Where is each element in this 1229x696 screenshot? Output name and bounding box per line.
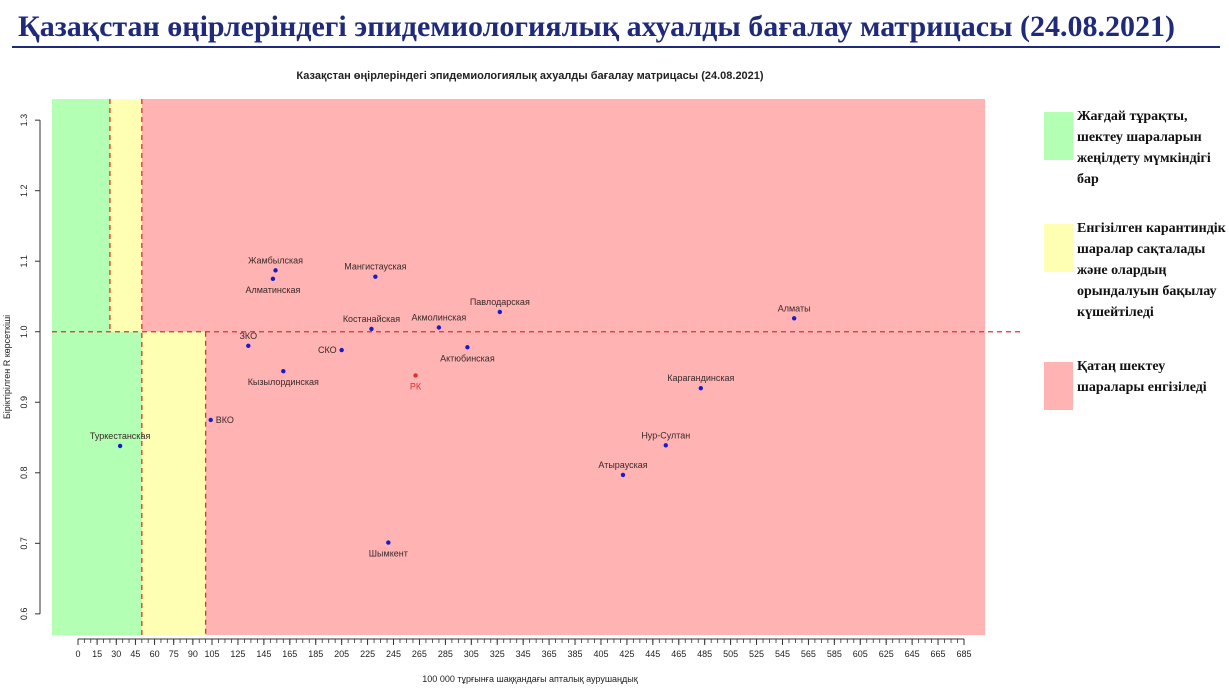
x-tick-label: 425 [619,649,634,659]
x-tick-label: 0 [75,649,80,659]
x-tick-label: 665 [931,649,946,659]
point-label: Карагандинская [667,373,734,383]
x-tick-label: 285 [438,649,453,659]
x-tick-label: 225 [360,649,375,659]
x-tick-label: 90 [188,649,198,659]
point-Жамбылская [273,268,278,273]
zone-3 [52,331,142,635]
x-tick-label: 685 [956,649,971,659]
point-label: Костанайская [343,314,400,324]
x-tick-label: 305 [464,649,479,659]
y-tick-label: 1.3 [19,114,29,127]
point-Карагандинская [698,385,703,391]
point-Кызылординская [281,369,286,374]
point-label: Алматы [778,303,811,313]
point-Нур-Султан [663,443,668,448]
point-label: Туркестанская [90,431,151,441]
y-tick-label: 0.8 [19,467,29,480]
title-underline [12,46,1220,48]
point-Костанайская [369,326,374,332]
x-tick-label: 405 [593,649,608,659]
legend-swatch-green [1044,112,1073,160]
y-tick-label: 1.2 [19,184,29,197]
point-Алматинская [270,276,276,282]
x-tick-label: 185 [308,649,323,659]
x-tick-label: 15 [92,649,102,659]
y-tick-label: 1.1 [19,255,29,268]
point-label: ВКО [216,415,234,425]
risk-matrix-chart: Казақстан өңірлеріндегі эпидемиологиялық… [2,70,1022,684]
point-label: Кызылординская [248,377,319,387]
point-label: Жамбылская [248,255,303,265]
zone-5 [205,331,986,635]
point-label: Шымкент [369,549,408,559]
point-label: Алматинская [245,285,300,295]
x-tick-label: 105 [204,649,219,659]
x-tick-label: 365 [542,649,557,659]
point-label: Актюбинская [440,353,495,363]
y-tick-label: 0.6 [19,608,29,621]
legend-swatch-red [1044,362,1073,410]
y-tick-label: 0.7 [19,537,29,550]
point-Акмолинская [436,325,442,330]
y-tick-label: 1.0 [19,325,29,338]
x-tick-label: 45 [130,649,140,659]
x-axis-label: 100 000 тұрғынға шаққандағы апталық ауру… [422,674,637,684]
legend-text-green: Жағдай тұрақты, шектеу шараларын жеңілде… [1077,109,1211,187]
legend-text-red: Қатаң шектеу шаралары енгізіледі [1077,359,1207,395]
x-tick-label: 525 [749,649,764,659]
x-tick-label: 445 [645,649,660,659]
x-tick-label: 605 [853,649,868,659]
point-label: СКО [318,345,337,355]
x-tick-label: 205 [334,649,349,659]
point-label: Павлодарская [470,297,530,307]
x-tick-label: 60 [150,649,160,659]
x-tick-label: 165 [282,649,297,659]
point-label: ЗКО [240,331,258,341]
x-tick-label: 625 [879,649,894,659]
y-axis-label: Біріктірілген R көрсеткіші [2,315,12,419]
x-tick-label: 125 [230,649,245,659]
x-tick-label: 30 [111,649,121,659]
x-tick-label: 465 [671,649,686,659]
legend-swatch-yellow [1044,224,1073,272]
point-Актюбинская [465,345,470,350]
x-tick-label: 75 [169,649,179,659]
zone-1 [109,99,142,332]
zone-0 [52,99,110,332]
x-tick-label: 265 [412,649,427,659]
point-СКО [339,347,344,353]
point-Атырауская [620,472,626,478]
point-Павлодарская [497,309,503,315]
x-tick-label: 245 [386,649,401,659]
x-tick-label: 545 [775,649,790,659]
x-tick-label: 645 [905,649,920,659]
zone-2 [141,99,986,332]
x-tick-label: 385 [568,649,583,659]
point-label: РК [410,381,422,391]
point-Туркестанская [117,443,123,449]
point-label: Нур-Султан [641,430,690,440]
y-tick-label: 0.9 [19,396,29,409]
point-Алматы [791,316,797,321]
point-label: Мангистауская [344,262,406,272]
x-tick-label: 485 [697,649,712,659]
zone-4 [141,331,206,635]
x-tick-label: 585 [827,649,842,659]
point-Мангистауская [373,274,378,279]
slide-title: Қазақстан өңірлеріндегі эпидемиологиялық… [18,10,1175,43]
point-label: Акмолинская [412,313,467,323]
x-tick-label: 145 [256,649,271,659]
chart-title: Казақстан өңірлеріндегі эпидемиологиялық… [296,70,764,82]
x-tick-label: 345 [516,649,531,659]
x-tick-label: 325 [490,649,505,659]
legend-text-yellow: Енгізілген карантиндік шаралар сақталады… [1077,221,1226,320]
point-ВКО [208,417,213,423]
point-РК [413,373,418,378]
x-tick-label: 565 [801,649,816,659]
point-ЗКО [246,343,251,349]
point-Шымкент [386,540,391,545]
x-tick-label: 505 [723,649,738,659]
point-label: Атырауская [598,460,647,470]
